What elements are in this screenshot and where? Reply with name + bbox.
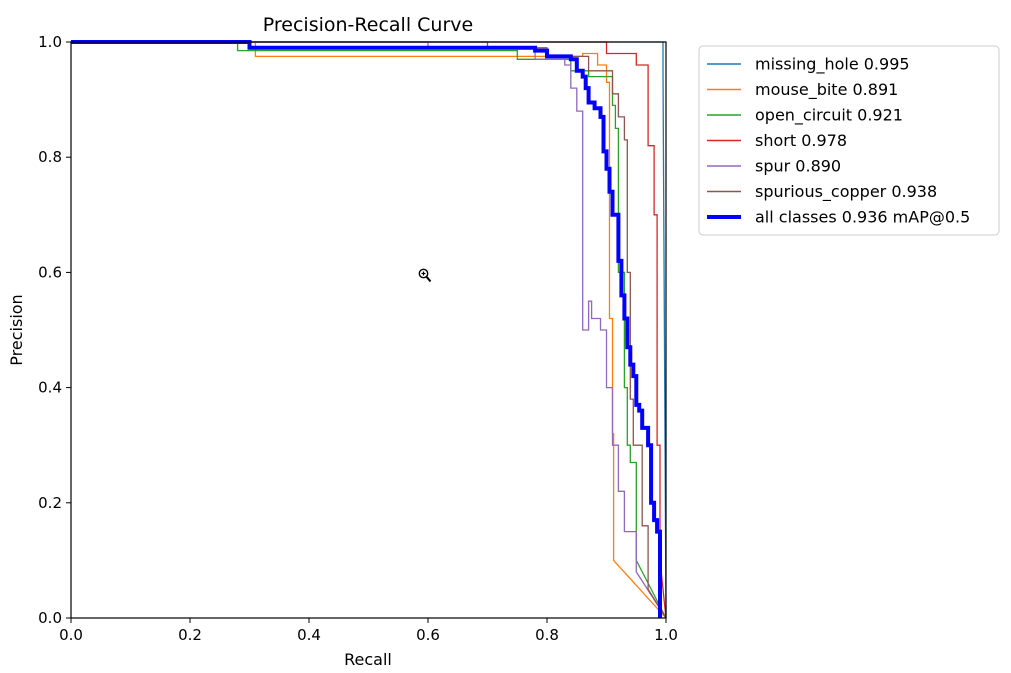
x-tick-label: 0.4 [297,626,321,644]
series-line-spur [71,41,667,619]
legend-label-missing_hole: missing_hole 0.995 [755,55,910,75]
y-tick-label: 1.0 [38,33,62,51]
chart-title: Precision-Recall Curve [263,14,473,36]
series-line-all_classes [71,40,662,618]
legend: missing_hole 0.995 mouse_bite 0.891 open_c… [698,45,1000,236]
legend-label-spurious_copper: spurious_copper 0.938 [755,182,937,202]
y-tick-label: 0.6 [38,263,62,281]
x-tick-label: 1.0 [654,626,678,644]
x-tick-label: 0.2 [178,626,202,644]
legend-label-spur: spur 0.890 [755,157,841,176]
legend-label-mouse_bite: mouse_bite 0.891 [755,80,898,100]
legend-box [698,45,1000,236]
x-tick-label: 0.0 [59,626,83,644]
x-tick-label: 0.6 [416,626,440,644]
plot-frame [70,41,667,619]
y-axis-ticks: 0.0 0.2 0.4 0.6 0.8 1.0 [38,33,71,627]
x-axis-ticks: 0.0 0.2 0.4 0.6 0.8 1.0 [59,618,678,644]
plot-area [71,42,666,618]
legend-label-open_circuit: open_circuit 0.921 [755,106,903,126]
legend-items: missing_hole 0.995 mouse_bite 0.891 open_c… [707,55,970,227]
y-tick-label: 0.0 [38,609,62,627]
x-axis-label: Recall [344,650,392,669]
y-tick-label: 0.4 [38,379,62,397]
x-tick-label: 0.8 [535,626,559,644]
legend-label-all_classes: all classes 0.936 mAP@0.5 [755,208,970,227]
series-line-open_circuit [71,41,667,619]
legend-label-short: short 0.978 [755,131,847,150]
series-line-short [71,41,667,619]
y-tick-label: 0.8 [38,148,62,166]
zoom-cursor-icon [418,268,432,283]
y-tick-label: 0.2 [38,494,62,512]
y-axis-label: Precision [7,294,26,365]
